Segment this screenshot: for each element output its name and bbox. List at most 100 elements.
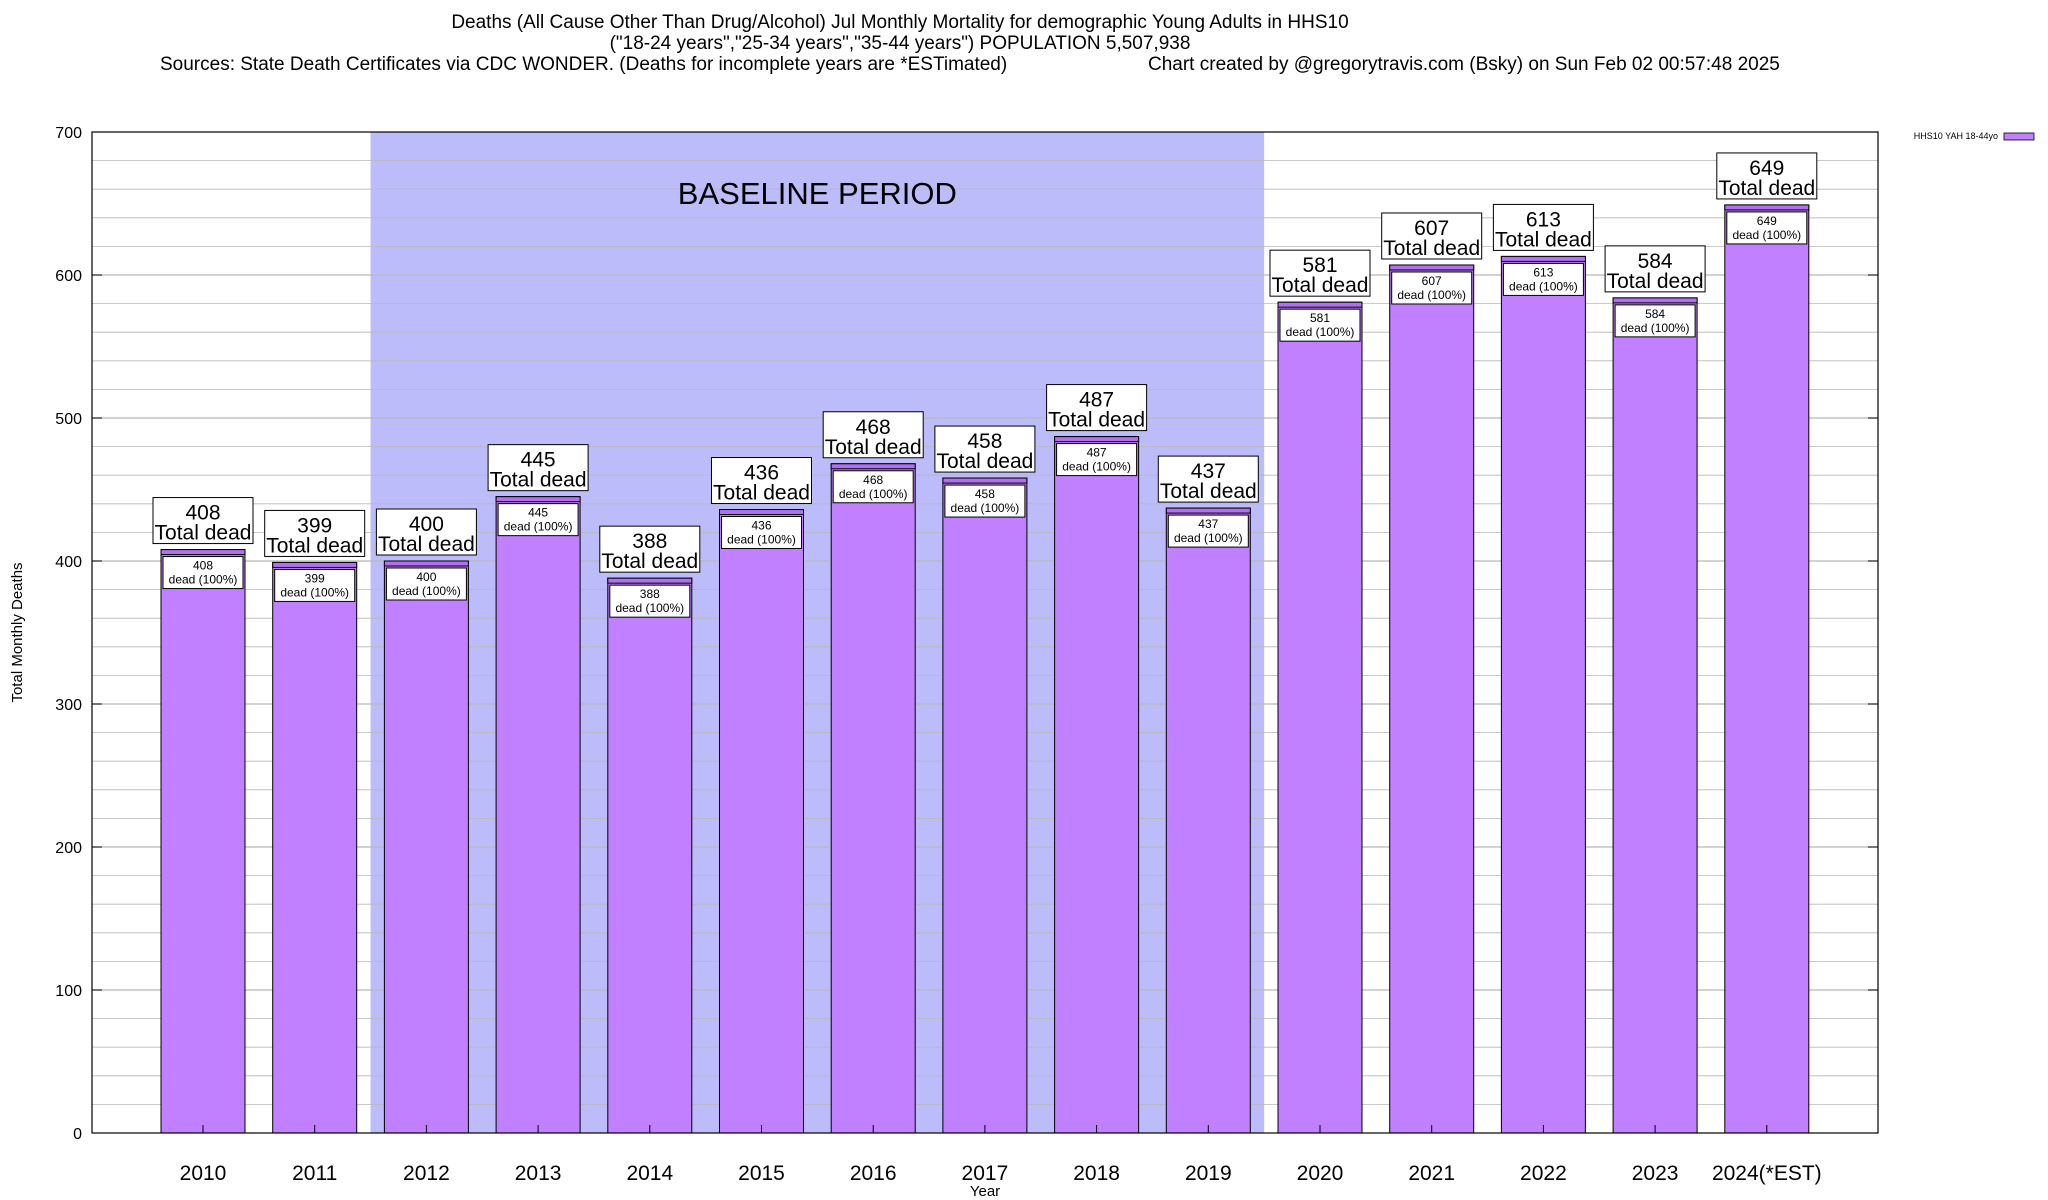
top-label-text: Total dead	[1272, 274, 1369, 297]
top-label-value: 445	[521, 449, 556, 472]
inner-label-value: 458	[975, 487, 995, 501]
inner-label-box	[609, 584, 691, 618]
x-tick-label: 2022	[1520, 1162, 1567, 1185]
bar	[942, 477, 1028, 1134]
top-label-box	[711, 457, 812, 505]
inner-label-text: dead (100%)	[1286, 325, 1355, 339]
top-label-box	[1716, 152, 1818, 200]
inner-label-value: 607	[1422, 274, 1442, 288]
bar	[830, 463, 916, 1134]
chart-title-block: Deaths (All Cause Other Than Drug/Alcoho…	[0, 12, 1800, 54]
inner-label-value: 399	[305, 571, 325, 585]
y-tick-label: 500	[55, 411, 82, 428]
top-label-value: 399	[297, 514, 332, 537]
legend-swatch	[2003, 132, 2035, 141]
inner-label-value: 649	[1757, 214, 1777, 228]
inner-label-value: 487	[1087, 446, 1107, 460]
inner-label-value: 445	[528, 506, 548, 520]
inner-label-text: dead (100%)	[392, 584, 461, 598]
inner-label-text: dead (100%)	[1509, 279, 1578, 293]
top-label-value: 607	[1414, 217, 1449, 240]
x-tick-label: 2015	[738, 1162, 785, 1185]
y-tick-label: 200	[55, 840, 82, 857]
bar-cap	[942, 477, 1028, 484]
bar-cap	[1612, 297, 1698, 304]
x-tick-label: 2021	[1408, 1162, 1455, 1185]
bar-cap	[1500, 255, 1586, 262]
inner-label-box	[1502, 262, 1584, 296]
top-label-box	[1492, 203, 1594, 251]
x-tick-label: 2019	[1185, 1162, 1232, 1185]
x-tick-label: 2016	[850, 1162, 897, 1185]
y-tick-label: 400	[55, 554, 82, 571]
inner-label-box	[497, 503, 579, 537]
x-tick-label: 2018	[1073, 1162, 1120, 1185]
bar	[1724, 204, 1810, 1134]
y-axis-label: Total Monthly Deaths	[9, 562, 26, 702]
top-label-box	[1157, 455, 1259, 503]
top-label-box	[264, 509, 366, 557]
inner-label-value: 613	[1533, 265, 1553, 279]
bar-cap	[1054, 436, 1140, 443]
x-tick-label: 2020	[1297, 1162, 1344, 1185]
top-label-value: 388	[632, 530, 667, 553]
bar	[1165, 507, 1251, 1134]
top-label-box	[1604, 245, 1706, 293]
bar-cap	[1389, 264, 1475, 271]
bar	[495, 496, 581, 1134]
inner-label-box	[944, 484, 1026, 518]
top-label-text: Total dead	[1160, 480, 1257, 503]
inner-label-value: 584	[1645, 307, 1665, 321]
x-tick-label: 2012	[403, 1162, 450, 1185]
inner-label-value: 408	[193, 559, 213, 573]
bar-cap	[383, 560, 469, 567]
top-label-box	[934, 425, 1036, 473]
inner-label-value: 437	[1198, 517, 1218, 531]
top-label-value: 468	[856, 416, 891, 439]
inner-label-box	[721, 516, 802, 550]
bar-cap	[830, 463, 916, 470]
y-tick-label: 600	[55, 268, 82, 285]
top-label-value: 408	[185, 502, 220, 525]
bar-cap	[719, 509, 804, 516]
top-label-text: Total dead	[1048, 409, 1145, 432]
inner-label-text: dead (100%)	[280, 585, 349, 599]
plot-border	[91, 131, 1879, 1134]
chart-title: Deaths (All Cause Other Than Drug/Alcoho…	[451, 12, 1349, 33]
top-label-value: 458	[967, 430, 1002, 453]
x-tick-label: 2010	[180, 1162, 227, 1185]
bar	[272, 561, 358, 1134]
top-label-value: 649	[1749, 157, 1784, 180]
bar-cap	[272, 561, 358, 568]
inner-label-box	[274, 568, 356, 602]
bar-cap	[1724, 204, 1810, 211]
bar	[719, 509, 804, 1134]
inner-label-value: 436	[751, 519, 771, 533]
chart-sources: Sources: State Death Certificates via CD…	[160, 54, 1008, 75]
x-axis-label: Year	[970, 1183, 1000, 1200]
bar	[383, 560, 469, 1134]
top-label-text: Total dead	[936, 450, 1033, 473]
top-label-box	[822, 411, 924, 459]
inner-label-value: 581	[1310, 311, 1330, 325]
bar	[1389, 264, 1475, 1134]
top-label-value: 613	[1526, 208, 1561, 231]
inner-label-text: dead (100%)	[1174, 531, 1243, 545]
inner-label-value: 468	[863, 473, 883, 487]
bar	[1054, 436, 1140, 1134]
inner-label-value: 400	[416, 570, 436, 584]
inner-label-text: dead (100%)	[169, 573, 238, 587]
y-tick-label: 700	[55, 125, 82, 142]
top-label-value: 581	[1302, 254, 1337, 277]
top-label-text: Total dead	[490, 469, 587, 492]
inner-label-text: dead (100%)	[1621, 321, 1690, 335]
inner-label-box	[1279, 308, 1361, 342]
bar	[160, 549, 246, 1134]
chart-credit: Chart created by @gregorytravis.com (Bsk…	[1148, 54, 1780, 75]
top-label-box	[152, 497, 254, 545]
x-tick-label: 2017	[962, 1162, 1009, 1185]
x-tick-label: 2023	[1632, 1162, 1679, 1185]
inner-label-text: dead (100%)	[1062, 460, 1131, 474]
top-label-box	[599, 525, 701, 573]
top-label-value: 584	[1638, 250, 1673, 273]
